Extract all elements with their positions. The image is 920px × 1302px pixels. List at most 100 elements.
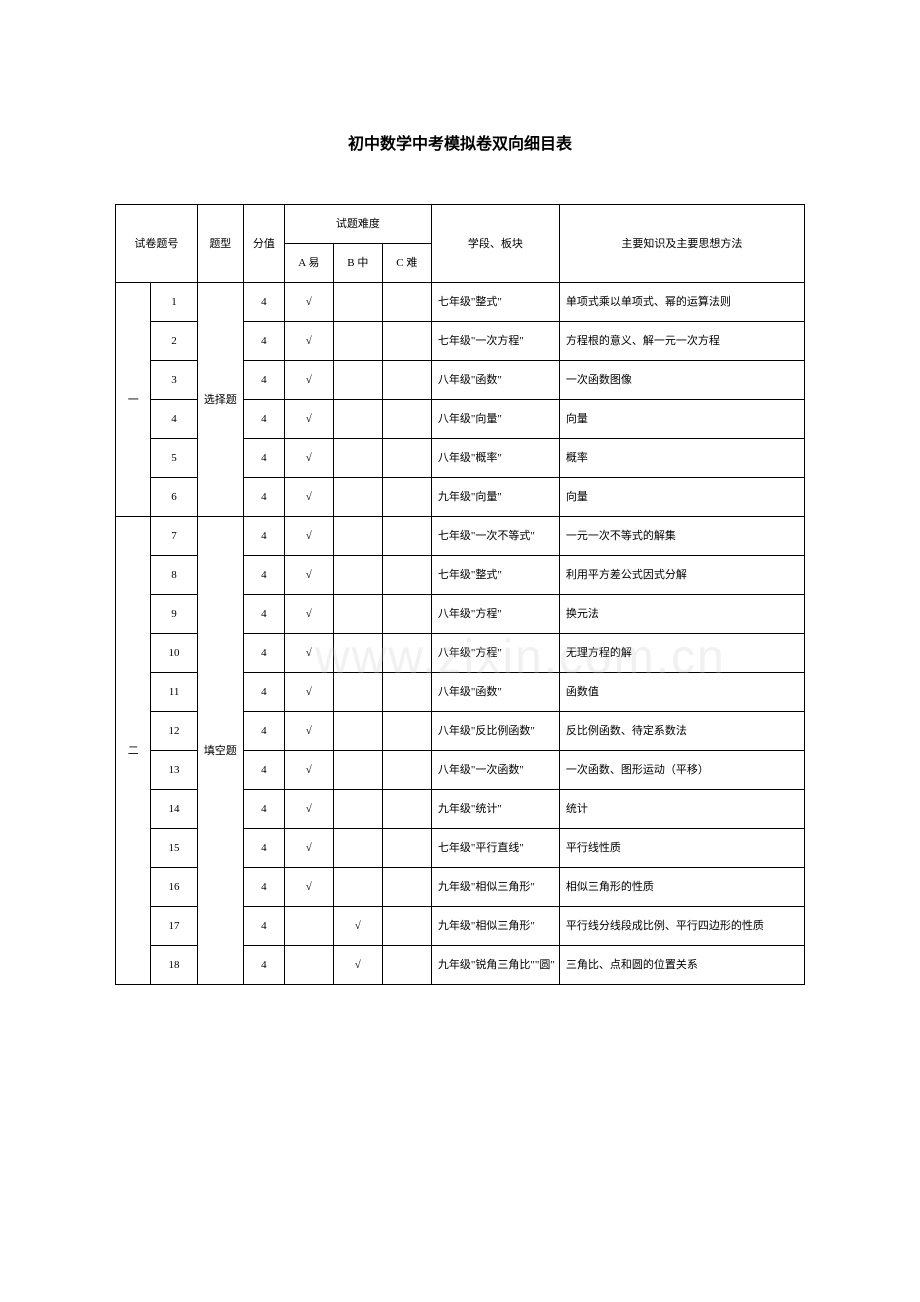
difficulty-b-cell [333,361,382,400]
question-number: 17 [151,907,197,946]
header-row-1: 试卷题号 题型 分值 试题难度 学段、板块 主要知识及主要思想方法 [116,205,805,244]
knowledge-cell: 向量 [559,400,804,439]
difficulty-b-cell [333,790,382,829]
knowledge-cell: 方程根的意义、解一元一次方程 [559,322,804,361]
score-cell: 4 [243,478,284,517]
difficulty-a-cell [284,907,333,946]
difficulty-b-cell [333,322,382,361]
header-diff-b: B 中 [333,244,382,283]
table-body: 一1选择题4√七年级"整式"单项式乘以单项式、幂的运算法则24√七年级"一次方程… [116,283,805,985]
difficulty-a-cell: √ [284,556,333,595]
grade-cell: 八年级"方程" [431,595,559,634]
knowledge-cell: 相似三角形的性质 [559,868,804,907]
knowledge-cell: 统计 [559,790,804,829]
knowledge-cell: 三角比、点和圆的位置关系 [559,946,804,985]
difficulty-a-cell: √ [284,478,333,517]
difficulty-a-cell: √ [284,322,333,361]
difficulty-a-cell: √ [284,712,333,751]
score-cell: 4 [243,283,284,322]
difficulty-b-cell [333,439,382,478]
score-cell: 4 [243,712,284,751]
question-type: 选择题 [197,283,243,517]
difficulty-a-cell: √ [284,595,333,634]
question-number: 12 [151,712,197,751]
grade-cell: 八年级"反比例函数" [431,712,559,751]
grade-cell: 八年级"函数" [431,361,559,400]
difficulty-b-cell [333,595,382,634]
difficulty-b-cell: √ [333,907,382,946]
difficulty-b-cell [333,400,382,439]
spec-table: 试卷题号 题型 分值 试题难度 学段、板块 主要知识及主要思想方法 A 易 B … [115,204,805,985]
difficulty-c-cell [382,322,431,361]
difficulty-c-cell [382,712,431,751]
difficulty-a-cell [284,946,333,985]
difficulty-b-cell [333,478,382,517]
difficulty-c-cell [382,478,431,517]
question-number: 2 [151,322,197,361]
header-question-no: 试卷题号 [116,205,198,283]
question-number: 7 [151,517,197,556]
knowledge-cell: 利用平方差公式因式分解 [559,556,804,595]
difficulty-c-cell [382,556,431,595]
grade-cell: 七年级"整式" [431,556,559,595]
score-cell: 4 [243,400,284,439]
question-number: 5 [151,439,197,478]
difficulty-c-cell [382,634,431,673]
knowledge-cell: 反比例函数、待定系数法 [559,712,804,751]
difficulty-c-cell [382,946,431,985]
score-cell: 4 [243,673,284,712]
score-cell: 4 [243,556,284,595]
difficulty-b-cell [333,556,382,595]
knowledge-cell: 概率 [559,439,804,478]
difficulty-c-cell [382,907,431,946]
grade-cell: 七年级"一次方程" [431,322,559,361]
question-number: 8 [151,556,197,595]
difficulty-b-cell [333,517,382,556]
grade-cell: 九年级"相似三角形" [431,868,559,907]
difficulty-b-cell [333,829,382,868]
grade-cell: 八年级"一次函数" [431,751,559,790]
header-knowledge: 主要知识及主要思想方法 [559,205,804,283]
grade-cell: 七年级"平行直线" [431,829,559,868]
difficulty-a-cell: √ [284,400,333,439]
score-cell: 4 [243,634,284,673]
difficulty-a-cell: √ [284,361,333,400]
grade-cell: 八年级"函数" [431,673,559,712]
difficulty-b-cell [333,712,382,751]
question-number: 6 [151,478,197,517]
header-diff-a: A 易 [284,244,333,283]
knowledge-cell: 一元一次不等式的解集 [559,517,804,556]
grade-cell: 九年级"相似三角形" [431,907,559,946]
difficulty-c-cell [382,361,431,400]
difficulty-c-cell [382,595,431,634]
question-number: 4 [151,400,197,439]
score-cell: 4 [243,361,284,400]
knowledge-cell: 平行线性质 [559,829,804,868]
header-grade: 学段、板块 [431,205,559,283]
difficulty-c-cell [382,751,431,790]
page-container: 初中数学中考模拟卷双向细目表 www.zixin.com.cn 试卷题号 题型 … [115,130,805,985]
question-number: 10 [151,634,197,673]
knowledge-cell: 一次函数图像 [559,361,804,400]
score-cell: 4 [243,790,284,829]
score-cell: 4 [243,907,284,946]
grade-cell: 七年级"一次不等式" [431,517,559,556]
difficulty-b-cell [333,868,382,907]
difficulty-c-cell [382,517,431,556]
score-cell: 4 [243,322,284,361]
knowledge-cell: 单项式乘以单项式、幂的运算法则 [559,283,804,322]
table-row: 二7填空题4√七年级"一次不等式"一元一次不等式的解集 [116,517,805,556]
question-number: 13 [151,751,197,790]
question-number: 3 [151,361,197,400]
header-type: 题型 [197,205,243,283]
difficulty-c-cell [382,673,431,712]
knowledge-cell: 换元法 [559,595,804,634]
difficulty-a-cell: √ [284,634,333,673]
score-cell: 4 [243,868,284,907]
grade-cell: 九年级"向量" [431,478,559,517]
difficulty-b-cell: √ [333,946,382,985]
difficulty-c-cell [382,439,431,478]
grade-cell: 八年级"方程" [431,634,559,673]
section-label: 二 [116,517,151,985]
difficulty-b-cell [333,751,382,790]
